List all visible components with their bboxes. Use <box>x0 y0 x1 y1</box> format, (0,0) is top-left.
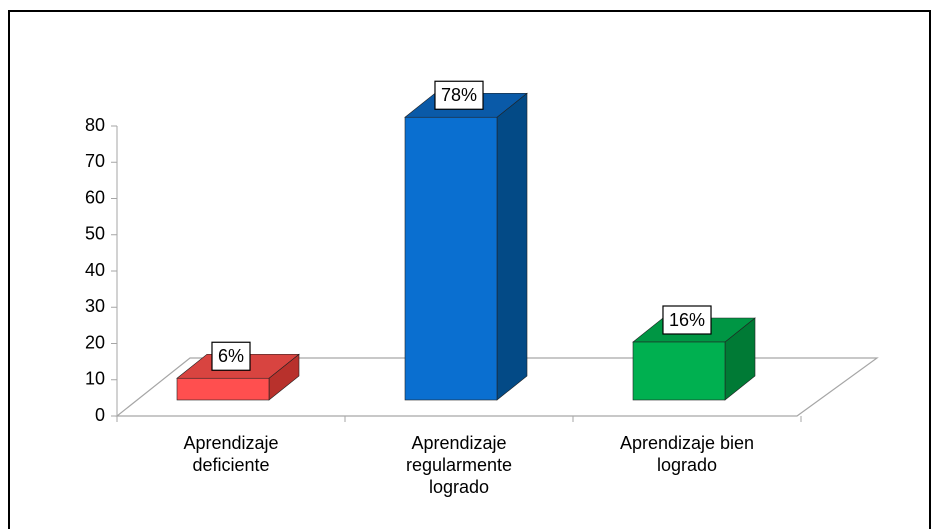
y-tick-label: 20 <box>85 332 105 352</box>
floor <box>115 357 879 417</box>
x-tick-label: Aprendizaje deficiente <box>183 433 279 475</box>
data-label-box <box>434 80 484 110</box>
y-tick-label: 40 <box>85 260 105 280</box>
x-tick-label: Aprendizaje regularmente logrado <box>405 433 513 497</box>
data-label: 78% <box>441 85 477 105</box>
data-label-box <box>211 341 251 371</box>
y-tick-label: 60 <box>85 187 105 207</box>
bar <box>632 341 726 401</box>
bar-side <box>496 92 528 401</box>
bar <box>404 116 498 401</box>
frame <box>8 10 931 529</box>
y-tick-label: 70 <box>85 151 105 171</box>
x-tick-label: Aprendizaje bien logrado <box>619 433 755 475</box>
y-tick-label: 30 <box>85 296 105 316</box>
y-tick-label: 80 <box>85 115 105 135</box>
bar <box>176 377 270 401</box>
y-tick-label: 0 <box>95 405 105 425</box>
data-label: 6% <box>218 346 244 366</box>
data-label-box <box>662 305 712 335</box>
y-tick-label: 50 <box>85 224 105 244</box>
data-label: 16% <box>669 310 705 330</box>
y-tick-label: 10 <box>85 369 105 389</box>
